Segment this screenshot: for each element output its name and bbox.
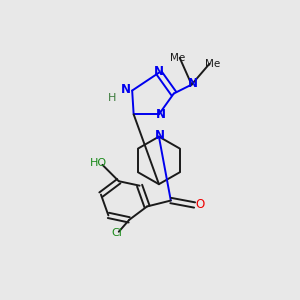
Text: O: O xyxy=(195,198,205,211)
Text: N: N xyxy=(154,65,164,78)
Text: N: N xyxy=(188,76,198,90)
Text: N: N xyxy=(121,82,130,96)
Text: N: N xyxy=(155,129,165,142)
Text: Me: Me xyxy=(206,59,220,69)
Text: Me: Me xyxy=(170,53,185,63)
Text: Cl: Cl xyxy=(112,228,123,238)
Text: N: N xyxy=(156,108,166,121)
Text: HO: HO xyxy=(90,158,107,168)
Text: H: H xyxy=(108,93,116,103)
